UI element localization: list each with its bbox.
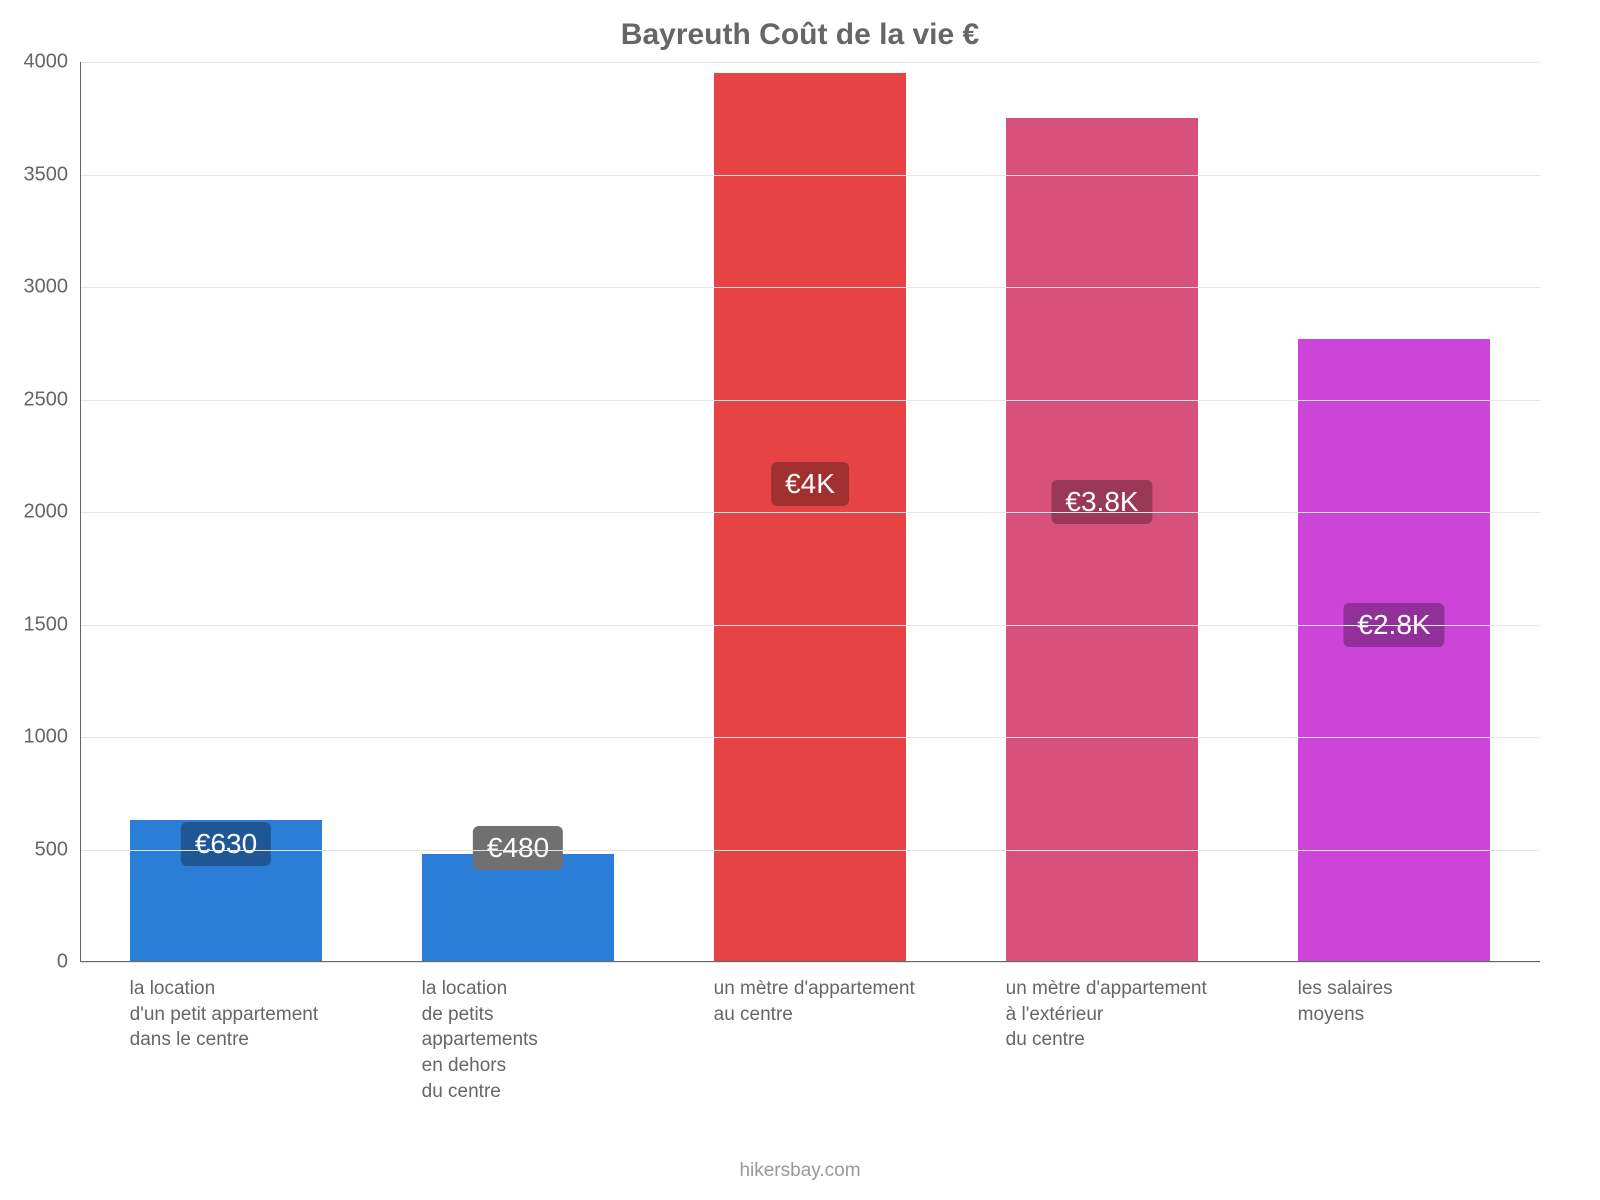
y-tick-label: 500	[35, 838, 80, 861]
x-tick-label: les salaires moyens	[1298, 962, 1531, 1027]
cost-of-living-chart: Bayreuth Coût de la vie € €630 €480 €4K €3.…	[0, 0, 1600, 1200]
plot-area: €630€480€4K€3.8K€2.8K 050010001500200025…	[80, 62, 1540, 962]
y-tick-label: 1500	[24, 613, 81, 636]
y-axis	[80, 62, 81, 962]
grid-line	[80, 400, 1540, 401]
x-tick-label: la location de petits appartements en de…	[422, 962, 655, 1104]
bar	[1298, 339, 1491, 962]
bar	[422, 854, 615, 962]
y-tick-label: 2000	[24, 501, 81, 524]
x-tick-label: la location d'un petit appartement dans …	[130, 962, 363, 1053]
grid-line	[80, 287, 1540, 288]
bar	[1006, 118, 1199, 962]
bar	[714, 73, 907, 962]
value-badge: €4K	[771, 462, 849, 506]
grid-line	[80, 512, 1540, 513]
y-tick-label: 4000	[24, 51, 81, 74]
grid-line	[80, 850, 1540, 851]
y-tick-label: 3000	[24, 276, 81, 299]
y-tick-label: 2500	[24, 388, 81, 411]
grid-line	[80, 625, 1540, 626]
grid-line	[80, 62, 1540, 63]
value-badge: €480	[473, 826, 563, 870]
y-tick-label: 3500	[24, 163, 81, 186]
x-tick-label: un mètre d'appartement au centre	[714, 962, 947, 1027]
y-tick-label: 0	[57, 951, 80, 974]
chart-footer: hikersbay.com	[0, 1160, 1600, 1182]
y-tick-label: 1000	[24, 726, 81, 749]
value-badge: €630	[181, 822, 271, 866]
value-badge: €3.8K	[1051, 480, 1152, 524]
chart-title: Bayreuth Coût de la vie €	[0, 18, 1600, 52]
grid-line	[80, 737, 1540, 738]
x-tick-label: un mètre d'appartement à l'extérieur du …	[1006, 962, 1239, 1053]
grid-line	[80, 175, 1540, 176]
